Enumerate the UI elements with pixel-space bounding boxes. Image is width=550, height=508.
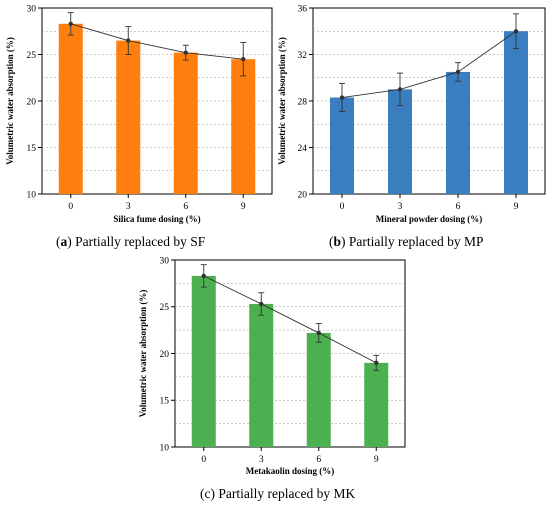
data-point [455, 69, 461, 75]
y-tick-label: 36 [298, 4, 308, 14]
y-tick-label: 20 [27, 97, 37, 107]
x-axis-title: Mineral powder dosing (%) [376, 214, 483, 224]
x-tick-label: 9 [514, 202, 519, 212]
x-tick-label: 6 [183, 202, 188, 212]
bar-3 [249, 303, 274, 447]
bar-0 [191, 275, 216, 447]
y-tick-label: 30 [160, 256, 170, 266]
bar-3 [116, 40, 141, 194]
y-tick-label: 28 [298, 97, 308, 107]
y-tick-label: 24 [298, 144, 308, 154]
caption-b: (b) Partially replaced by MP [329, 234, 483, 249]
bar-6 [173, 52, 198, 194]
bar-6 [446, 71, 470, 194]
y-tick-label: 30 [27, 4, 37, 14]
x-tick-label: 3 [398, 202, 403, 212]
x-tick-label: 0 [201, 455, 206, 465]
panel-a-silica-fume: 10 15 20 25 30 0 3 6 9 Silica fume dosing (%) Volu… [5, 4, 273, 224]
x-tick-label: 3 [259, 455, 264, 465]
bar-0 [58, 23, 83, 195]
x-tick-label: 0 [340, 202, 345, 212]
bar-6 [306, 332, 331, 447]
x-axis-title: Metakaolin dosing (%) [246, 466, 335, 476]
data-point [316, 330, 321, 336]
y-tick-label: 20 [160, 350, 170, 360]
bar-0 [330, 97, 354, 194]
y-tick-label: 25 [160, 303, 170, 313]
x-tick-label: 9 [241, 202, 246, 212]
y-tick-label: 15 [27, 144, 37, 154]
bar-9 [364, 362, 389, 447]
x-tick-label: 3 [126, 202, 131, 212]
y-tick-label: 10 [27, 190, 37, 200]
y-axis-title: Volumetric water absorption (%) [138, 290, 148, 418]
bar-3 [388, 89, 412, 194]
data-point [513, 29, 519, 34]
data-point [201, 273, 206, 279]
data-point [126, 38, 131, 43]
trend-line [203, 275, 377, 364]
y-axis-title: Volumetric water absorption (%) [5, 37, 15, 165]
y-axis-title: Volumetric water absorption (%) [277, 37, 287, 165]
x-axis-title: Silica fume dosing (%) [113, 214, 200, 224]
x-tick-label: 6 [316, 455, 321, 465]
trend-line [70, 23, 244, 60]
y-tick-label: 15 [160, 397, 170, 407]
bar-9 [504, 31, 528, 194]
data-point [374, 360, 379, 366]
x-tick-label: 6 [456, 202, 461, 212]
data-point [397, 87, 403, 92]
y-tick-label: 32 [298, 51, 308, 61]
data-point [259, 301, 264, 307]
data-point [183, 50, 188, 55]
data-point [241, 56, 246, 62]
y-tick-label: 20 [298, 190, 308, 200]
x-tick-label: 9 [374, 455, 379, 465]
y-tick-label: 25 [27, 51, 37, 61]
panel-c-metakaolin: 10 15 20 25 30 0 3 6 9 Metakaolin dosing (%) Volum… [138, 256, 406, 476]
y-tick-label: 10 [160, 443, 170, 453]
caption-c: (c) Partially replaced by MK [200, 486, 355, 501]
data-point [339, 95, 345, 100]
bar-9 [231, 59, 256, 195]
caption-a: (a) Partially replaced by SF [56, 234, 206, 249]
data-point [68, 21, 73, 27]
trend-line [341, 30, 517, 98]
x-tick-label: 0 [68, 202, 73, 212]
